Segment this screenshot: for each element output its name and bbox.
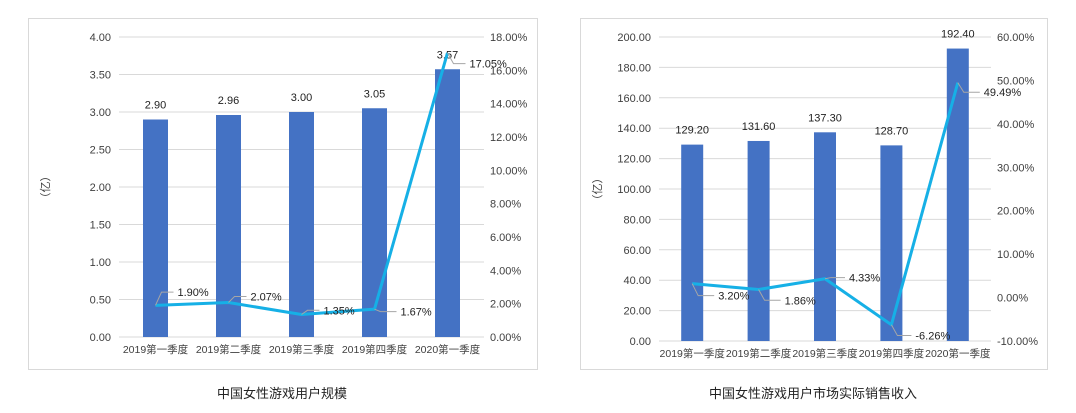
bar [946,48,969,341]
y-tick-label: 120.00 [617,154,651,166]
y2-tick-label: 50.00% [997,75,1035,87]
bar-value-label: 3.05 [364,88,385,100]
leader-line [374,308,397,313]
y2-tick-label: 12.00% [490,132,528,144]
line-value-label: 1.35% [324,305,355,317]
y2-tick-label: 60.00% [997,32,1035,44]
y-tick-label: 3.50 [90,70,111,82]
y-tick-label: 4.00 [90,32,111,44]
y-tick-label: 1.00 [90,257,111,269]
y-tick-label: 2.50 [90,145,111,157]
y-tick-label: 100.00 [617,184,651,196]
y-tick-label: 200.00 [617,32,651,44]
y-tick-label: 2.00 [90,182,111,194]
bar-value-label: 137.30 [808,112,842,124]
line-value-label: 17.05% [470,59,508,71]
leader-line [301,309,320,315]
y2-tick-label: 4.00% [490,265,521,277]
x-tick-label: 2020第一季度 [415,343,481,356]
y2-tick-label: -10.00% [997,336,1038,348]
y2-tick-label: 40.00% [997,119,1035,131]
chart-user-scale: 0.00 0.50 1.00 1.50 2.00 2.50 3.00 3.50 4.00 0.00… [39,32,528,356]
chart-sales-revenue: 0.00 20.00 40.00 60.00 80.00 100.00 120.00 140.… [591,29,1038,360]
line-value-label: 2.07% [251,292,282,304]
x-tick-label: 2019第三季度 [269,343,335,356]
bar-value-label: 3.00 [291,92,312,104]
x-tick-label: 2019第一季度 [660,347,726,360]
leader-line [758,289,781,301]
x-tick-label: 2019第一季度 [123,343,189,356]
x-tick-label: 2019第二季度 [726,347,792,360]
bar [362,108,387,337]
leader-line [228,296,247,303]
y-tick-label: 160.00 [617,93,651,105]
leader-line [824,277,845,280]
y2-tick-label: 10.00% [490,165,528,177]
y2-tick-label: 8.00% [490,199,521,211]
bar-value-label: 2.90 [145,100,166,112]
bar-value-label: 2.96 [218,95,239,107]
y2-tick-label: 10.00% [997,249,1035,261]
y2-tick-label: 2.00% [490,299,521,311]
y-tick-label: 180.00 [617,62,651,74]
bar-value-label: 128.70 [875,125,909,137]
y-tick-label: 20.00 [623,306,651,318]
y2-tick-label: 20.00% [997,206,1035,218]
line-value-label: 4.33% [849,273,880,285]
line-value-label: 1.67% [401,307,432,319]
y-tick-label: 1.50 [90,220,111,232]
line-value-label: -6.26% [915,331,950,343]
bar-value-label: 129.20 [675,125,709,137]
x-tick-label: 2019第二季度 [196,343,262,356]
y-tick-label: 0.00 [90,332,111,344]
y-tick-label: 40.00 [623,275,651,287]
y-tick-label: 3.00 [90,107,111,119]
line-value-label: 1.90% [178,287,209,299]
bar [681,144,704,341]
leader-line [447,52,466,65]
y-axis-label: （亿） [591,173,604,206]
leader-line [155,291,174,306]
y-tick-label: 0.50 [90,295,111,307]
y2-tick-label: 6.00% [490,232,521,244]
bar [143,119,168,337]
bar [880,145,903,341]
bar [435,69,460,337]
x-tick-label: 2019第四季度 [859,347,925,360]
leader-line [957,82,980,93]
y-axis-label: （亿） [39,171,52,204]
chart-panel-user-scale: 0.00 0.50 1.00 1.50 2.00 2.50 3.00 3.50 4.00 0.00… [28,18,538,370]
x-tick-label: 2019第三季度 [792,347,858,360]
line-value-label: 49.49% [984,87,1022,99]
bar [289,112,314,337]
bar [814,132,836,341]
y-tick-label: 0.00 [630,336,651,348]
bar-value-label: 131.60 [742,121,776,133]
x-tick-label: 2020第一季度 [925,347,991,360]
chart-caption-user-scale: 中国女性游戏用户规模 [216,386,347,401]
chart-panel-sales-revenue: 0.00 20.00 40.00 60.00 80.00 100.00 120.00 140.… [580,18,1048,370]
bar [216,115,241,337]
y2-tick-label: 14.00% [490,99,528,111]
leader-line [691,283,715,297]
bar-value-label: 192.40 [941,29,975,41]
leader-line [890,324,912,337]
y2-tick-label: 16.00% [490,65,528,77]
line-value-label: 3.20% [718,291,749,303]
y2-tick-label: 0.00% [997,293,1028,305]
bar [747,140,770,341]
chart-caption-sales-revenue: 中国女性游戏用户市场实际销售收入 [708,386,917,401]
x-tick-label: 2019第四季度 [342,343,408,356]
y2-tick-label: 18.00% [490,32,528,44]
y-tick-label: 80.00 [623,214,651,226]
y-tick-label: 60.00 [623,245,651,257]
y2-tick-label: 0.00% [490,332,521,344]
line-value-label: 1.86% [785,295,816,307]
y-tick-label: 140.00 [617,123,651,135]
y2-tick-label: 30.00% [997,162,1035,174]
